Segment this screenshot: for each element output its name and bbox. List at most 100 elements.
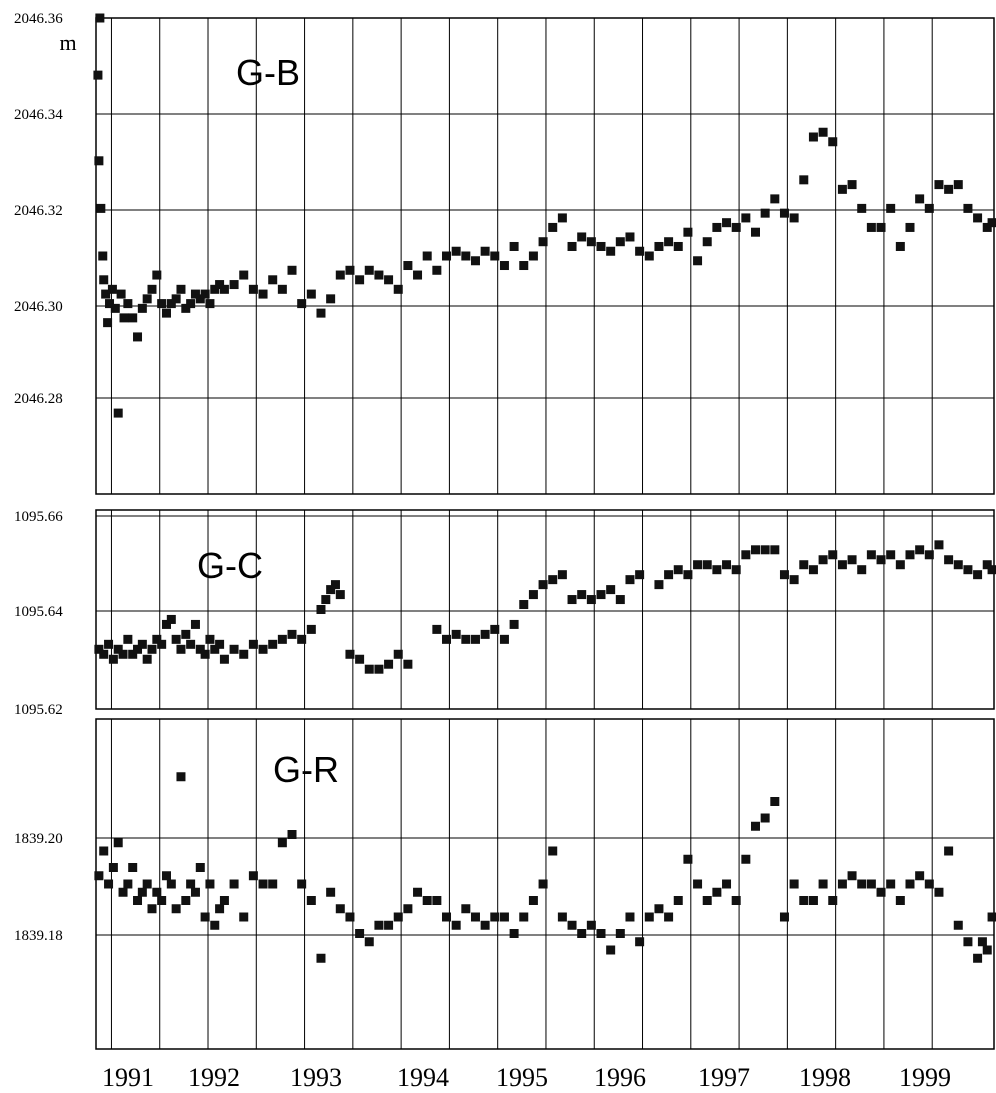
data-point [519, 912, 529, 922]
plot-frame [95, 17, 995, 495]
data-point [205, 299, 215, 309]
data-point [123, 634, 133, 644]
data-point [712, 222, 722, 232]
data-point [287, 830, 297, 839]
data-point [186, 879, 196, 889]
data-point [147, 284, 157, 294]
y-tick-label: 2046.32 [14, 203, 63, 219]
data-point [181, 629, 191, 639]
panel-title: G-B [236, 52, 300, 93]
data-point [770, 545, 780, 555]
data-point [673, 565, 683, 575]
panel-title: G-R [273, 749, 339, 790]
data-point [557, 213, 567, 223]
data-point [104, 879, 114, 889]
data-point [741, 854, 751, 864]
data-point [287, 629, 297, 639]
data-point [886, 550, 896, 560]
data-point [413, 887, 423, 897]
data-point [461, 251, 471, 261]
data-point [181, 303, 191, 313]
data-point [741, 550, 751, 560]
data-point [519, 261, 529, 271]
data-point [519, 600, 529, 610]
data-point [538, 580, 548, 590]
data-point [105, 299, 115, 309]
data-point [509, 241, 519, 251]
data-point [152, 887, 162, 897]
data-point [239, 912, 249, 922]
data-point [828, 896, 838, 905]
data-point [644, 912, 654, 922]
data-point [577, 929, 587, 938]
data-point [326, 887, 336, 897]
data-point [268, 639, 278, 649]
data-point [113, 644, 123, 654]
data-point [973, 213, 983, 223]
data-point [108, 654, 118, 664]
data-point [297, 299, 307, 309]
data-point [442, 634, 452, 644]
y-tick-label: 2046.34 [14, 107, 63, 123]
data-point [664, 237, 674, 247]
data-point [384, 920, 394, 930]
data-point [297, 634, 307, 644]
data-point [886, 203, 896, 213]
data-point [944, 555, 954, 565]
data-point [171, 634, 181, 644]
data-point [258, 644, 268, 654]
data-point [277, 634, 287, 644]
data-point [837, 879, 847, 889]
data-point [866, 879, 876, 889]
data-point [924, 550, 934, 560]
data-point [712, 565, 722, 575]
data-point [355, 654, 365, 664]
data-point [876, 222, 886, 232]
data-point [306, 624, 316, 634]
data-point [442, 912, 452, 922]
data-point [866, 550, 876, 560]
data-point [973, 570, 983, 580]
data-point [702, 237, 712, 247]
data-point [924, 203, 934, 213]
data-point [924, 879, 934, 889]
data-point [330, 580, 340, 590]
data-point [393, 284, 403, 294]
data-point [142, 294, 152, 304]
data-point [374, 920, 384, 930]
data-point [779, 208, 789, 218]
data-point [509, 619, 519, 629]
data-point [128, 313, 138, 323]
data-point [905, 550, 915, 560]
data-point [722, 879, 732, 889]
data-point [789, 879, 799, 889]
data-point [625, 232, 635, 242]
data-point [808, 132, 818, 142]
data-point [210, 284, 220, 294]
data-point [789, 575, 799, 585]
x-tick-label: 1997 [698, 1063, 750, 1092]
data-point [345, 649, 355, 659]
x-tick-label: 1991 [102, 1063, 154, 1092]
data-point [451, 629, 461, 639]
plot-frame [95, 718, 995, 1050]
data-point [944, 846, 954, 856]
data-point [98, 251, 108, 261]
data-point [210, 644, 220, 654]
data-point [432, 265, 442, 275]
data-point [157, 639, 167, 649]
data-point [316, 953, 326, 963]
data-point [171, 294, 181, 304]
data-point [837, 184, 847, 194]
data-point [586, 237, 596, 247]
data-point [99, 846, 109, 856]
x-tick-label: 1996 [594, 1063, 646, 1092]
data-point [142, 654, 152, 664]
data-point [186, 299, 196, 309]
data-point [615, 929, 625, 938]
data-point [683, 570, 693, 580]
data-point [229, 644, 239, 654]
data-point [722, 218, 732, 228]
data-point [96, 203, 106, 213]
